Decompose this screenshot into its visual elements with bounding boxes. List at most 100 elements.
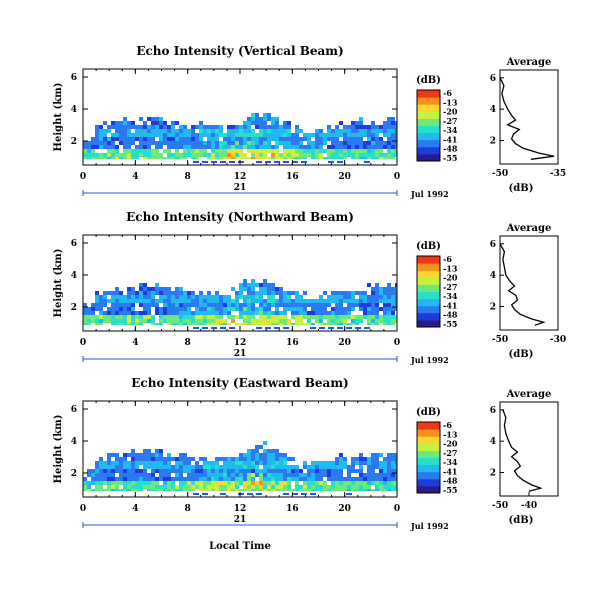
echo-cell	[175, 145, 179, 149]
echo-cell	[111, 149, 115, 153]
echo-cell	[199, 315, 203, 319]
echo-cell	[267, 477, 271, 481]
echo-cell	[263, 303, 267, 307]
echo-cell	[275, 469, 279, 473]
echo-cell	[231, 307, 235, 311]
echo-cell	[375, 311, 379, 315]
colorbar-swatch	[417, 139, 440, 148]
echo-cell	[155, 117, 159, 121]
echo-cell	[275, 133, 279, 137]
echo-cell	[251, 457, 255, 461]
echo-cell	[131, 473, 135, 477]
echo-cell	[311, 145, 315, 149]
colorbar-tick-label: -13	[443, 97, 458, 107]
echo-cell	[275, 287, 279, 291]
echo-cell	[395, 481, 397, 485]
echo-cell	[107, 299, 111, 303]
echo-cell	[223, 465, 227, 469]
echo-cell	[107, 477, 111, 481]
echo-cell	[95, 153, 99, 157]
echo-cell	[171, 125, 175, 129]
echo-cell	[227, 481, 231, 485]
echo-cell	[187, 291, 191, 295]
echo-cell	[307, 319, 311, 323]
echo-cell	[191, 129, 195, 133]
colorbar-swatch	[417, 153, 440, 162]
echo-cell	[383, 461, 387, 465]
echo-cell	[395, 295, 397, 299]
profile-x-tick-label: -35	[550, 169, 566, 179]
echo-cell	[251, 303, 255, 307]
colorbar-swatch	[417, 97, 440, 105]
echo-cell	[247, 149, 251, 153]
echo-cell	[219, 295, 223, 299]
echo-cell	[91, 145, 95, 149]
echo-cell	[275, 315, 279, 319]
echo-cell	[315, 137, 319, 141]
echo-cell	[359, 485, 363, 489]
echo-cell	[179, 461, 183, 465]
echo-cell	[231, 145, 235, 149]
echo-cell	[159, 461, 163, 465]
echo-cell	[259, 473, 263, 477]
echo-cell	[135, 311, 139, 315]
echo-cell	[255, 291, 259, 295]
echo-cell	[299, 295, 303, 299]
echo-cell	[287, 291, 291, 295]
echo-cell	[371, 319, 375, 323]
echo-cell	[395, 153, 397, 157]
echo-cell	[159, 453, 163, 457]
echo-cell	[223, 461, 227, 465]
echo-cell	[259, 141, 263, 145]
echo-cell	[391, 477, 395, 481]
echo-cell	[123, 465, 127, 469]
echo-cell	[331, 129, 335, 133]
echo-cell	[391, 485, 395, 489]
echo-cell	[215, 125, 219, 129]
echo-cell	[211, 299, 215, 303]
echo-cell	[251, 149, 255, 153]
echo-cell	[315, 129, 319, 133]
echo-cell	[211, 307, 215, 311]
echo-cell	[343, 477, 347, 481]
echo-cell	[343, 319, 347, 323]
echo-cell	[263, 453, 267, 457]
echo-cell	[139, 481, 143, 485]
echo-cell	[351, 481, 355, 485]
echo-cell	[187, 299, 191, 303]
echo-cell	[215, 465, 219, 469]
echo-cell	[191, 145, 195, 149]
echo-cell	[291, 477, 295, 481]
echo-cell	[199, 133, 203, 137]
echo-cell	[375, 319, 379, 323]
echo-cell	[127, 153, 131, 157]
echo-cell	[211, 125, 215, 129]
echo-cell	[195, 473, 199, 477]
echo-cell	[107, 125, 111, 129]
echo-cell	[355, 299, 359, 303]
echo-cell	[375, 315, 379, 319]
echo-cell	[335, 141, 339, 145]
echo-cell	[263, 153, 267, 157]
echo-cell	[343, 125, 347, 129]
colorbar-swatch	[417, 464, 440, 473]
bottom-dash	[265, 161, 271, 163]
echo-cell	[211, 477, 215, 481]
echo-cell	[179, 481, 183, 485]
echo-cell	[215, 477, 219, 481]
echo-cell	[247, 133, 251, 137]
echo-cell	[223, 141, 227, 145]
echo-cell	[283, 311, 287, 315]
echo-cell	[355, 461, 359, 465]
echo-cell	[271, 465, 275, 469]
echo-cell	[143, 291, 147, 295]
echo-cell	[315, 461, 319, 465]
echo-cell	[151, 299, 155, 303]
echo-cell	[139, 477, 143, 481]
echo-cell	[159, 299, 163, 303]
echo-cell	[155, 453, 159, 457]
echo-cell	[271, 453, 275, 457]
echo-cell	[359, 453, 363, 457]
echo-cell	[195, 307, 199, 311]
echo-cell	[375, 477, 379, 481]
